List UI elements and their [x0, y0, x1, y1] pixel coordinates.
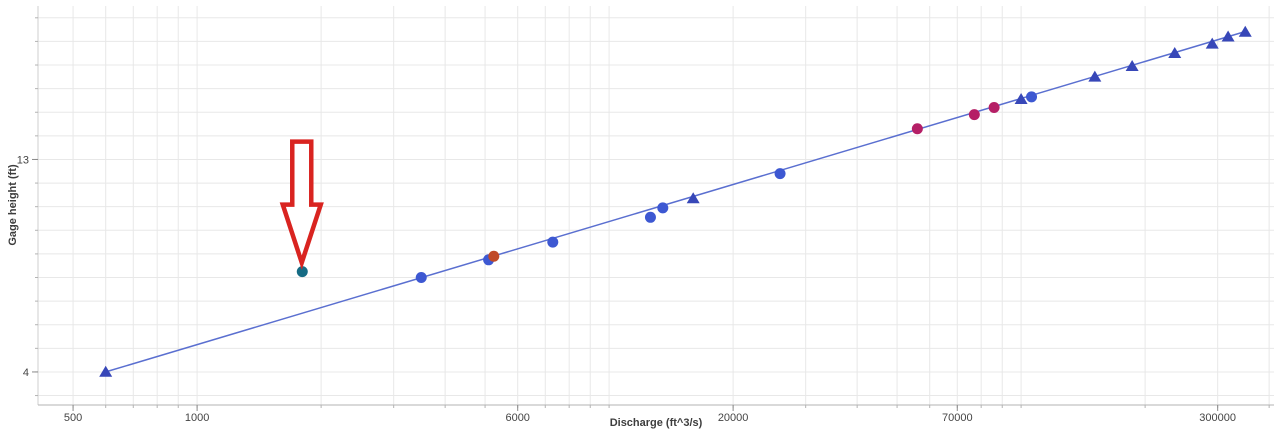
y-tick-label: 13 — [17, 154, 29, 166]
x-axis-title: Discharge (ft^3/s) — [609, 417, 703, 429]
y-tick-label: 4 — [23, 367, 29, 379]
blue-circle-points-marker — [1026, 91, 1038, 103]
x-tick-label: 70000 — [942, 412, 973, 424]
blue-circle-points-marker — [415, 272, 427, 284]
blue-circle-points-marker — [547, 236, 559, 248]
blue-triangle-points-marker — [1238, 25, 1252, 37]
teal-outlier-point-marker — [296, 266, 308, 278]
outlier-arrow-icon — [279, 139, 324, 270]
magenta-circle-points-marker — [911, 123, 923, 135]
blue-triangle-points-marker — [99, 365, 113, 377]
blue-circle-points-marker — [657, 202, 669, 214]
x-tick-label: 6000 — [505, 412, 529, 424]
x-tick-label: 300000 — [1199, 412, 1236, 424]
rating-curve-line — [105, 30, 1246, 373]
orange-circle-point-marker — [488, 250, 500, 262]
blue-triangle-points-marker — [1088, 70, 1102, 82]
x-tick-label: 500 — [64, 412, 82, 424]
magenta-circle-points-marker — [988, 102, 1000, 114]
blue-circle-points-marker — [644, 211, 656, 223]
blue-triangle-points-marker — [1168, 47, 1182, 59]
blue-triangle-points-marker — [1125, 60, 1139, 72]
magenta-circle-points-marker — [968, 109, 980, 121]
y-axis-title: Gage height (ft) — [7, 164, 19, 246]
x-tick-label: 1000 — [185, 412, 209, 424]
blue-triangle-points-marker — [1205, 37, 1219, 49]
blue-triangle-points-marker — [686, 192, 700, 204]
blue-circle-points-marker — [774, 168, 786, 180]
blue-triangle-points-marker — [1014, 93, 1028, 105]
blue-triangle-points-marker — [1221, 30, 1235, 42]
x-tick-label: 20000 — [718, 412, 749, 424]
